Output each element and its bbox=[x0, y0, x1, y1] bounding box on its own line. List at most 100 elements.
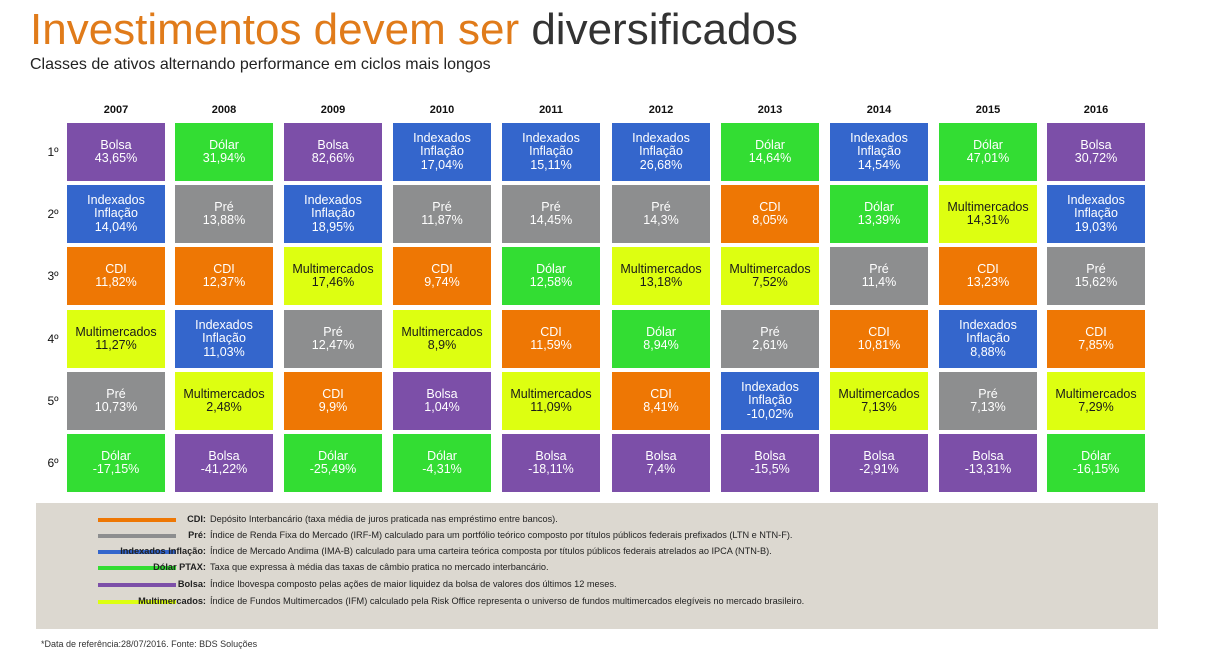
cell-value: 19,03% bbox=[1074, 219, 1118, 234]
year-label: 2011 bbox=[539, 104, 563, 116]
cell-value: 7,13% bbox=[861, 400, 897, 414]
title-part-1: Investimentos devem ser bbox=[30, 5, 520, 54]
cell-asset-label: CDI bbox=[868, 324, 890, 339]
footnote: *Data de referência:28/07/2016. Fonte: B… bbox=[41, 639, 258, 649]
cell-asset-label: Pré bbox=[978, 386, 998, 401]
legend-term: Pré: bbox=[188, 530, 206, 540]
cell-value: 15,62% bbox=[1074, 275, 1118, 289]
legend-term: CDI: bbox=[187, 514, 206, 524]
table-cell: Multimercados 11,09% bbox=[502, 372, 600, 430]
table-cell: Indexados Inflação -10,02% bbox=[721, 372, 819, 430]
rank-label: 2º bbox=[47, 207, 59, 221]
table-cell: Pré 7,13% bbox=[939, 372, 1037, 430]
cell-asset-label: Indexados bbox=[304, 192, 362, 207]
table-cell: Multimercados 17,46% bbox=[284, 247, 382, 305]
cell-asset-label: Inflação bbox=[639, 144, 683, 159]
cell-value: -18,11% bbox=[528, 462, 574, 476]
cell-asset-label: Pré bbox=[432, 199, 452, 214]
cell-value: 14,64% bbox=[748, 151, 792, 165]
table-cell: CDI 11,59% bbox=[502, 310, 600, 368]
table-cell: Multimercados 2,48% bbox=[175, 372, 273, 430]
legend-swatch bbox=[98, 583, 176, 587]
cell-asset-label: Dólar bbox=[209, 137, 239, 152]
cell-value: 9,74% bbox=[424, 275, 460, 289]
cell-value: 13,88% bbox=[202, 213, 246, 227]
cell-value: 10,81% bbox=[857, 338, 901, 352]
cell-value: 11,87% bbox=[421, 213, 463, 227]
page-subtitle: Classes de ativos alternando performance… bbox=[30, 56, 491, 73]
table-cell: CDI 9,9% bbox=[284, 372, 382, 430]
cell-value: -10,02% bbox=[746, 406, 794, 421]
year-label: 2009 bbox=[320, 104, 346, 116]
cell-asset-label: Inflação bbox=[94, 206, 138, 221]
cell-value: 11,4% bbox=[861, 275, 897, 289]
cell-value: -13,31% bbox=[964, 462, 1012, 476]
cell-value: 8,94% bbox=[643, 338, 679, 352]
legend-description: Índice de Renda Fixa do Mercado (IRF-M) … bbox=[210, 530, 793, 540]
cell-asset-label: Dólar bbox=[646, 324, 676, 339]
cell-value: 8,88% bbox=[970, 344, 1006, 359]
cell-value: 14,04% bbox=[94, 219, 138, 234]
cell-value: 14,31% bbox=[966, 213, 1010, 227]
legend-description: Taxa que expressa à média das taxas de c… bbox=[210, 562, 549, 572]
cell-value: -17,15% bbox=[92, 462, 140, 476]
cell-asset-label: Indexados bbox=[195, 317, 253, 332]
cell-value: -15,5% bbox=[750, 462, 790, 476]
cell-value: -41,22% bbox=[200, 462, 248, 476]
cell-value: 7,4% bbox=[646, 462, 676, 476]
cell-value: 12,37% bbox=[202, 275, 246, 289]
year-label: 2015 bbox=[975, 104, 1001, 116]
year-label: 2008 bbox=[211, 104, 237, 116]
cell-value: 1,04% bbox=[424, 400, 460, 414]
cell-asset-label: Indexados bbox=[1067, 192, 1125, 207]
cell-asset-label: CDI bbox=[759, 199, 781, 214]
legend-swatch bbox=[98, 600, 176, 604]
table-cell: Pré 13,88% bbox=[175, 185, 273, 243]
legend-term: Multimercados: bbox=[138, 596, 206, 606]
legend-term: Bolsa: bbox=[177, 579, 206, 589]
legend-swatch bbox=[98, 566, 176, 570]
cell-value: 14,45% bbox=[529, 213, 573, 227]
cell-asset-label: Indexados bbox=[850, 130, 908, 145]
cell-value: 17,46% bbox=[311, 275, 355, 289]
cell-value: -2,91% bbox=[859, 462, 899, 476]
legend-description: Depósito Interbancário (taxa média de ju… bbox=[210, 514, 558, 524]
table-cell: Pré 2,61% bbox=[721, 310, 819, 368]
cell-value: 12,47% bbox=[311, 338, 355, 352]
cell-asset-label: Bolsa bbox=[972, 448, 1004, 463]
cell-value: 2,61% bbox=[752, 338, 788, 352]
table-cell: Multimercados 8,9% bbox=[393, 310, 491, 368]
cell-asset-label: Multimercados bbox=[1055, 386, 1137, 401]
table-cell: Pré 11,4% bbox=[830, 247, 928, 305]
legend-swatch bbox=[98, 518, 176, 522]
cell-asset-label: Bolsa bbox=[645, 448, 677, 463]
year-label: 2012 bbox=[648, 104, 674, 116]
cell-value: 7,13% bbox=[970, 400, 1006, 414]
cell-asset-label: Dólar bbox=[973, 137, 1003, 152]
table-cell: Dólar 31,94% bbox=[175, 123, 273, 181]
legend-term: Dólar PTAX: bbox=[153, 562, 206, 572]
cell-asset-label: Inflação bbox=[857, 144, 901, 159]
year-label: 2014 bbox=[866, 104, 892, 116]
cell-value: 15,11% bbox=[530, 157, 572, 172]
cell-value: 31,94% bbox=[202, 151, 246, 165]
cell-value: 14,3% bbox=[643, 213, 679, 227]
cell-asset-label: Multimercados bbox=[401, 324, 483, 339]
table-cell: CDI 11,82% bbox=[67, 247, 165, 305]
cell-asset-label: Bolsa bbox=[863, 448, 895, 463]
cell-value: 13,18% bbox=[639, 275, 683, 289]
cell-value: 12,58% bbox=[529, 275, 573, 289]
cell-asset-label: Pré bbox=[541, 199, 561, 214]
cell-asset-label: Bolsa bbox=[535, 448, 567, 463]
table-cell: Dólar -17,15% bbox=[67, 434, 165, 492]
cell-value: 11,59% bbox=[530, 338, 572, 352]
rank-label: 3º bbox=[47, 269, 59, 283]
table-cell: Bolsa 7,4% bbox=[612, 434, 710, 492]
cell-asset-label: Multimercados bbox=[729, 261, 811, 276]
cell-asset-label: Inflação bbox=[202, 331, 246, 346]
cell-asset-label: CDI bbox=[540, 324, 562, 339]
cell-asset-label: Multimercados bbox=[75, 324, 157, 339]
table-cell: Dólar -25,49% bbox=[284, 434, 382, 492]
table-cell: Bolsa -15,5% bbox=[721, 434, 819, 492]
rank-label: 5º bbox=[47, 394, 59, 408]
